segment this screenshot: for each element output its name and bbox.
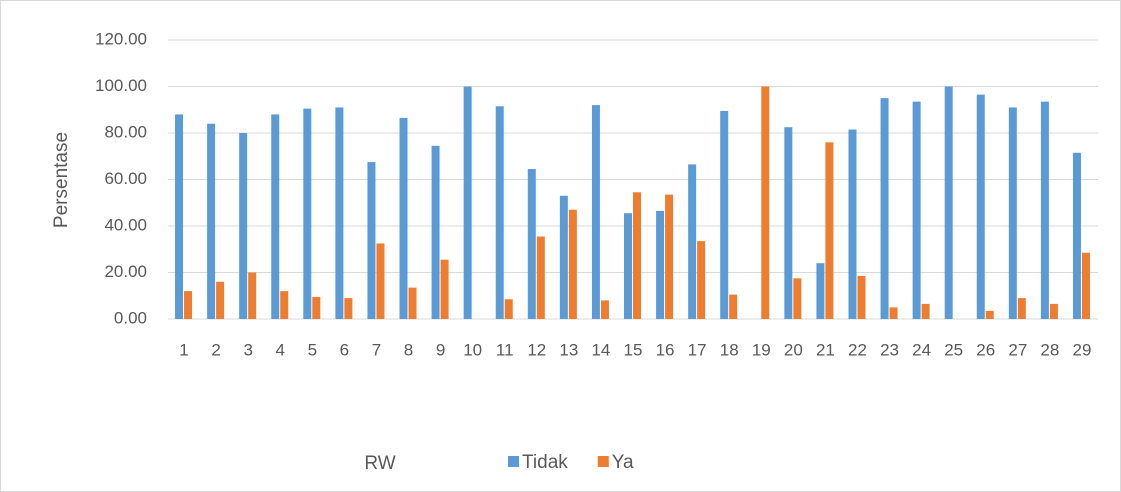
bar — [504, 299, 513, 319]
x-tick-label: 10 — [463, 340, 482, 359]
x-tick-label: 2 — [211, 340, 220, 359]
bar — [944, 86, 953, 319]
x-tick-label: 27 — [1008, 340, 1027, 359]
bar — [239, 133, 248, 319]
x-tick-label: 7 — [372, 340, 381, 359]
x-tick-label: 5 — [308, 340, 317, 359]
bar — [207, 123, 216, 319]
x-tick-label: 16 — [656, 340, 675, 359]
bar — [175, 114, 184, 320]
x-tick-label: 11 — [496, 340, 514, 359]
bar — [600, 300, 609, 319]
bar — [376, 243, 385, 319]
y-tick-label: 80.00 — [104, 122, 147, 141]
bar — [271, 114, 280, 320]
x-tick-label: 23 — [880, 340, 899, 359]
bar — [440, 259, 449, 319]
y-tick-label: 100.00 — [95, 76, 147, 95]
bar — [591, 105, 600, 319]
bar — [1017, 298, 1026, 319]
x-tick-label: 13 — [559, 340, 578, 359]
x-tick-label: 26 — [976, 340, 995, 359]
bar — [697, 241, 706, 319]
bar — [793, 278, 802, 319]
x-tick-label: 6 — [340, 340, 349, 359]
bar — [495, 106, 504, 319]
y-tick-label: 20.00 — [104, 262, 147, 281]
y-axis-title: Persentase — [51, 132, 72, 228]
bar — [985, 310, 994, 319]
y-tick-label: 60.00 — [104, 169, 147, 188]
bar — [303, 108, 312, 320]
bar — [848, 129, 857, 319]
bar — [280, 291, 289, 319]
x-tick-label: 18 — [720, 340, 739, 359]
bar — [216, 281, 225, 319]
y-tick-label: 120.00 — [95, 29, 147, 48]
x-tick-label: 1 — [179, 340, 188, 359]
bar — [912, 101, 921, 319]
bar — [656, 210, 665, 319]
y-tick-label: 0.00 — [114, 308, 147, 327]
bar — [408, 287, 417, 319]
bar — [399, 117, 408, 319]
bar — [825, 142, 834, 319]
x-tick-label: 12 — [527, 340, 546, 359]
x-tick-label: 29 — [1073, 340, 1092, 359]
x-tick-label: 4 — [276, 340, 285, 359]
bar — [1072, 152, 1081, 319]
bar — [784, 127, 793, 319]
bar — [857, 275, 866, 319]
x-tick-label: 22 — [848, 340, 867, 359]
bar — [665, 194, 674, 319]
bar — [559, 195, 568, 319]
x-tick-label: 9 — [436, 340, 445, 359]
bar — [720, 110, 729, 319]
legend-swatch — [508, 456, 519, 467]
x-tick-label: 25 — [944, 340, 963, 359]
bar — [816, 263, 825, 319]
bar — [1040, 101, 1049, 319]
bar — [184, 291, 193, 319]
legend-swatch — [597, 456, 609, 467]
x-tick-label: 21 — [816, 340, 835, 359]
bar — [568, 209, 577, 319]
x-tick-label: 24 — [912, 340, 931, 359]
bar — [880, 98, 889, 319]
bar — [889, 307, 898, 319]
x-tick-label: 28 — [1040, 340, 1059, 359]
bar — [729, 294, 738, 319]
bar — [335, 107, 344, 319]
x-tick-label: 8 — [404, 340, 413, 359]
bar — [921, 303, 930, 319]
bar — [624, 213, 632, 319]
bar — [527, 169, 536, 319]
x-tick-label: 19 — [752, 340, 771, 359]
y-tick-label: 40.00 — [104, 215, 147, 234]
x-tick-label: 17 — [688, 340, 707, 359]
bar — [248, 272, 257, 319]
legend-label: Ya — [612, 452, 634, 473]
bar — [463, 86, 472, 319]
bar — [367, 162, 376, 319]
bar — [688, 164, 697, 319]
x-tick-label: 15 — [624, 340, 643, 359]
bar — [761, 86, 770, 319]
bar — [1081, 252, 1090, 319]
bar — [344, 298, 353, 319]
bar — [431, 145, 440, 319]
bar — [312, 296, 321, 319]
bar — [1008, 107, 1017, 319]
bar — [1049, 303, 1058, 319]
x-tick-label: 3 — [243, 340, 252, 359]
x-tick-label: 14 — [591, 340, 610, 359]
bar — [976, 94, 985, 319]
legend-label: Tidak — [522, 452, 568, 473]
bar — [536, 236, 545, 319]
x-axis-title: RW — [364, 453, 395, 474]
x-tick-label: 20 — [784, 340, 803, 359]
bar — [633, 192, 641, 319]
